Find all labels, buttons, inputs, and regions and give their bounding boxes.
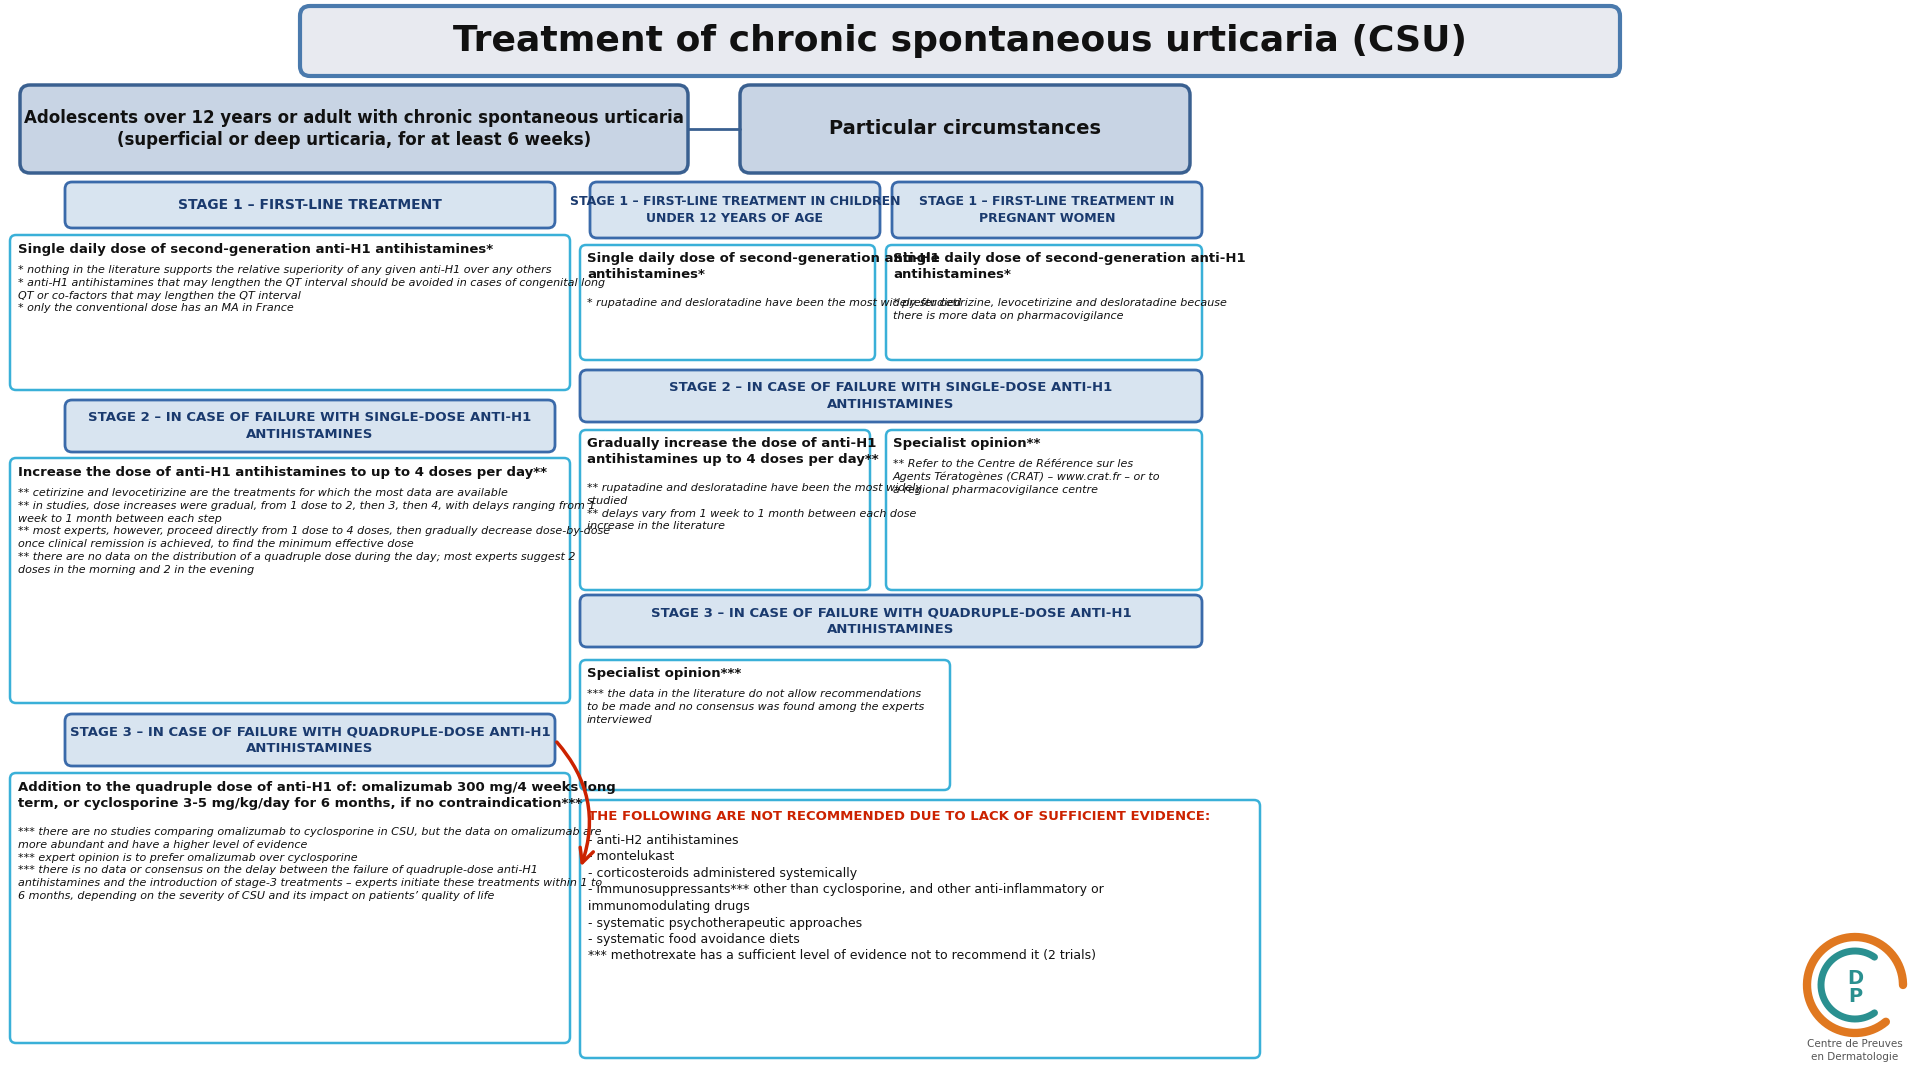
FancyBboxPatch shape — [65, 183, 555, 228]
Text: Particular circumstances: Particular circumstances — [829, 120, 1100, 138]
FancyBboxPatch shape — [10, 235, 570, 390]
Text: Centre de Preuves
en Dermatologie: Centre de Preuves en Dermatologie — [1807, 1039, 1903, 1062]
Text: Single daily dose of second-generation anti-H1
antihistamines*: Single daily dose of second-generation a… — [893, 252, 1246, 282]
Text: THE FOLLOWING ARE NOT RECOMMENDED DUE TO LACK OF SUFFICIENT EVIDENCE:: THE FOLLOWING ARE NOT RECOMMENDED DUE TO… — [588, 810, 1210, 823]
FancyBboxPatch shape — [10, 773, 570, 1043]
FancyBboxPatch shape — [580, 595, 1202, 647]
Text: Specialist opinion***: Specialist opinion*** — [588, 667, 741, 680]
Text: Single daily dose of second-generation anti-H1
antihistamines*: Single daily dose of second-generation a… — [588, 252, 939, 282]
Text: * rupatadine and desloratadine have been the most widely studied: * rupatadine and desloratadine have been… — [588, 298, 962, 308]
Text: Treatment of chronic spontaneous urticaria (CSU): Treatment of chronic spontaneous urticar… — [453, 24, 1467, 58]
Text: * prefer cetirizine, levocetirizine and desloratadine because
there is more data: * prefer cetirizine, levocetirizine and … — [893, 298, 1227, 321]
Text: Adolescents over 12 years or adult with chronic spontaneous urticaria
(superfici: Adolescents over 12 years or adult with … — [25, 109, 684, 149]
FancyBboxPatch shape — [893, 183, 1202, 238]
Text: ** rupatadine and desloratadine have been the most widely
studied
** delays vary: ** rupatadine and desloratadine have bee… — [588, 483, 922, 531]
Text: STAGE 3 – IN CASE OF FAILURE WITH QUADRUPLE-DOSE ANTI-H1
ANTIHISTAMINES: STAGE 3 – IN CASE OF FAILURE WITH QUADRU… — [69, 726, 551, 755]
Text: *** there are no studies comparing omalizumab to cyclosporine in CSU, but the da: *** there are no studies comparing omali… — [17, 827, 603, 901]
FancyBboxPatch shape — [580, 800, 1260, 1058]
FancyBboxPatch shape — [580, 430, 870, 590]
FancyBboxPatch shape — [885, 430, 1202, 590]
Text: ** Refer to the Centre de Référence sur les
Agents Tératogènes (CRAT) – www.crat: ** Refer to the Centre de Référence sur … — [893, 459, 1160, 496]
Text: STAGE 1 – FIRST-LINE TREATMENT IN CHILDREN
UNDER 12 YEARS OF AGE: STAGE 1 – FIRST-LINE TREATMENT IN CHILDR… — [570, 195, 900, 225]
FancyBboxPatch shape — [739, 85, 1190, 173]
Text: * nothing in the literature supports the relative superiority of any given anti-: * nothing in the literature supports the… — [17, 265, 605, 313]
Text: Increase the dose of anti-H1 antihistamines to up to 4 doses per day**: Increase the dose of anti-H1 antihistami… — [17, 465, 547, 480]
Text: Gradually increase the dose of anti-H1
antihistamines up to 4 doses per day**: Gradually increase the dose of anti-H1 a… — [588, 437, 879, 467]
Text: Specialist opinion**: Specialist opinion** — [893, 437, 1041, 450]
Text: *** the data in the literature do not allow recommendations
to be made and no co: *** the data in the literature do not al… — [588, 689, 924, 725]
FancyBboxPatch shape — [885, 245, 1202, 360]
Text: Single daily dose of second-generation anti-H1 antihistamines*: Single daily dose of second-generation a… — [17, 243, 493, 256]
Text: - anti-H2 antihistamines
- montelukast
- corticosteroids administered systemical: - anti-H2 antihistamines - montelukast -… — [588, 834, 1104, 962]
FancyBboxPatch shape — [580, 660, 950, 789]
Text: STAGE 2 – IN CASE OF FAILURE WITH SINGLE-DOSE ANTI-H1
ANTIHISTAMINES: STAGE 2 – IN CASE OF FAILURE WITH SINGLE… — [88, 411, 532, 441]
Text: Addition to the quadruple dose of anti-H1 of: omalizumab 300 mg/4 weeks long
ter: Addition to the quadruple dose of anti-H… — [17, 781, 616, 810]
FancyBboxPatch shape — [589, 183, 879, 238]
Text: STAGE 1 – FIRST-LINE TREATMENT: STAGE 1 – FIRST-LINE TREATMENT — [179, 198, 442, 212]
FancyBboxPatch shape — [19, 85, 687, 173]
FancyBboxPatch shape — [580, 370, 1202, 422]
Text: ** cetirizine and levocetirizine are the treatments for which the most data are : ** cetirizine and levocetirizine are the… — [17, 488, 611, 575]
FancyBboxPatch shape — [10, 458, 570, 703]
FancyBboxPatch shape — [580, 245, 876, 360]
Text: STAGE 1 – FIRST-LINE TREATMENT IN
PREGNANT WOMEN: STAGE 1 – FIRST-LINE TREATMENT IN PREGNA… — [920, 195, 1175, 225]
Text: D: D — [1847, 970, 1862, 988]
Text: P: P — [1847, 987, 1862, 1007]
FancyBboxPatch shape — [300, 6, 1620, 76]
FancyBboxPatch shape — [65, 714, 555, 766]
Text: STAGE 2 – IN CASE OF FAILURE WITH SINGLE-DOSE ANTI-H1
ANTIHISTAMINES: STAGE 2 – IN CASE OF FAILURE WITH SINGLE… — [670, 381, 1112, 410]
FancyBboxPatch shape — [65, 400, 555, 453]
Text: STAGE 3 – IN CASE OF FAILURE WITH QUADRUPLE-DOSE ANTI-H1
ANTIHISTAMINES: STAGE 3 – IN CASE OF FAILURE WITH QUADRU… — [651, 606, 1131, 636]
